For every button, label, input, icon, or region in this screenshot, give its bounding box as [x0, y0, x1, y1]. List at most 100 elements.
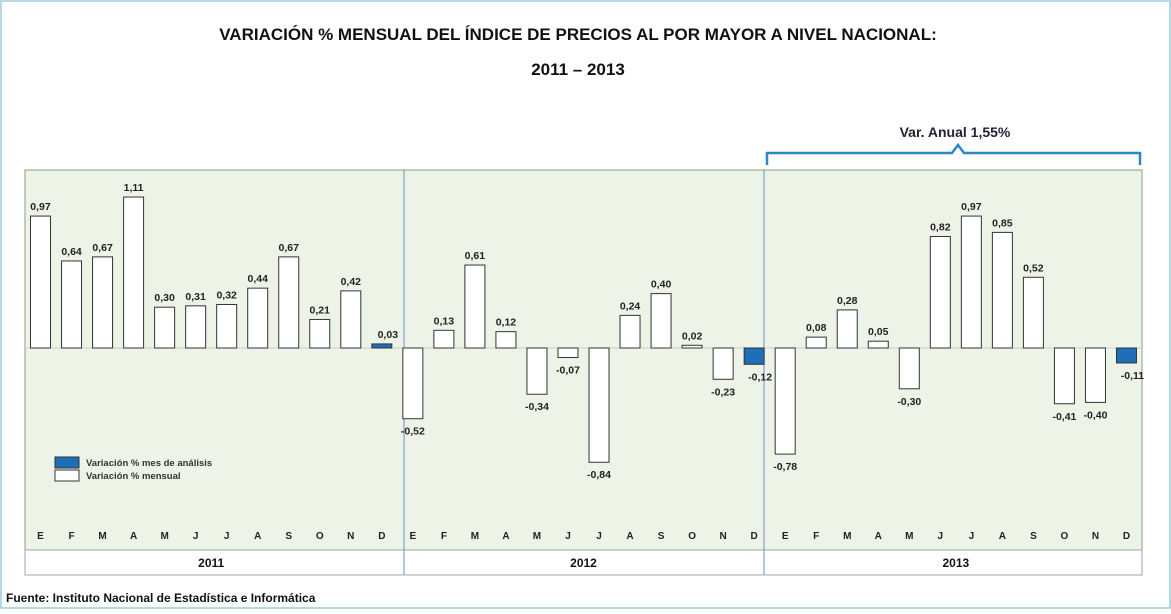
value-label: -0,41 — [1052, 411, 1076, 423]
bar — [867, 340, 889, 349]
value-label: 0,02 — [682, 330, 703, 342]
value-label: 0,40 — [651, 279, 672, 291]
legend-swatch — [54, 469, 80, 482]
bar — [1084, 347, 1106, 403]
plot-area — [24, 169, 1143, 551]
legend-swatch — [54, 456, 80, 469]
value-label: 0,82 — [930, 221, 951, 233]
bracket — [765, 142, 1142, 165]
bar — [526, 347, 548, 395]
x-tick-label: A — [875, 531, 882, 542]
value-label: -0,52 — [401, 426, 425, 438]
value-label: 0,21 — [310, 304, 331, 316]
value-label: 0,52 — [1023, 262, 1044, 274]
year-label: 2012 — [570, 556, 597, 570]
x-tick-label: D — [378, 531, 385, 542]
bar — [805, 336, 827, 349]
value-label: 1,11 — [124, 182, 144, 194]
bar — [557, 347, 579, 359]
value-label: 0,61 — [465, 250, 486, 262]
value-label: -0,11 — [1121, 370, 1145, 382]
bar — [278, 256, 300, 349]
x-tick-label: E — [37, 531, 44, 542]
bar — [185, 305, 207, 349]
x-tick-label: A — [130, 531, 137, 542]
x-tick-label: A — [502, 531, 509, 542]
x-tick-label: J — [969, 531, 975, 542]
bar — [340, 290, 362, 349]
bar — [216, 303, 238, 349]
x-tick-label: O — [316, 531, 324, 542]
chart-subtitle: 2011 – 2013 — [531, 60, 625, 79]
bar — [402, 347, 424, 420]
x-tick-label: O — [688, 531, 696, 542]
x-tick-label: S — [658, 531, 665, 542]
bar — [495, 331, 517, 349]
value-label: 0,13 — [434, 315, 455, 327]
year-band — [24, 549, 1143, 576]
chart-title: VARIACIÓN % MENSUAL DEL ÍNDICE DE PRECIO… — [219, 25, 937, 44]
x-tick-label: N — [720, 531, 727, 542]
value-label: 0,03 — [378, 329, 399, 341]
x-tick-label: N — [1092, 531, 1099, 542]
value-label: 0,67 — [92, 242, 113, 254]
x-tick-label: E — [410, 531, 417, 542]
x-tick-label: N — [347, 531, 354, 542]
x-tick-label: J — [938, 531, 944, 542]
x-tick-label: F — [813, 531, 819, 542]
bar — [433, 329, 455, 349]
value-label: 0,85 — [992, 217, 1013, 229]
x-tick-label: M — [160, 531, 168, 542]
x-tick-label: M — [471, 531, 479, 542]
x-tick-label: A — [999, 531, 1006, 542]
bar — [309, 318, 331, 349]
value-label: -0,84 — [587, 469, 611, 481]
x-tick-label: J — [193, 531, 199, 542]
bar — [929, 235, 951, 349]
value-label: 0,24 — [620, 300, 641, 312]
x-tick-label: J — [224, 531, 230, 542]
bar — [1053, 347, 1075, 405]
legend-label: Variación % mensual — [86, 471, 181, 482]
value-label: 0,12 — [496, 317, 517, 329]
value-label: -0,07 — [556, 365, 580, 377]
bar — [588, 347, 610, 463]
value-label: 0,32 — [216, 289, 237, 301]
x-tick-label: D — [1123, 531, 1130, 542]
bar — [743, 347, 765, 365]
value-label: -0,34 — [525, 401, 549, 413]
value-label: 0,30 — [154, 292, 175, 304]
x-tick-label: O — [1061, 531, 1069, 542]
value-label: 0,97 — [30, 201, 51, 213]
value-label: 0,42 — [341, 276, 362, 288]
value-label: 0,08 — [806, 322, 827, 334]
value-label: 0,44 — [247, 273, 268, 285]
bar — [991, 231, 1013, 349]
x-tick-label: M — [533, 531, 541, 542]
x-tick-label: A — [626, 531, 633, 542]
value-label: -0,78 — [773, 461, 797, 473]
year-label: 2011 — [198, 556, 224, 570]
bar — [836, 309, 858, 349]
x-tick-label: D — [751, 531, 758, 542]
value-label: -0,40 — [1083, 409, 1107, 421]
bar — [30, 215, 52, 349]
bar — [464, 264, 486, 349]
x-tick-label: M — [843, 531, 851, 542]
x-tick-label: F — [441, 531, 447, 542]
x-tick-label: E — [782, 531, 789, 542]
annotation: Var. Anual 1,55% — [900, 124, 1011, 140]
value-label: 0,64 — [61, 246, 82, 258]
bar — [1022, 276, 1044, 349]
value-label: -0,23 — [711, 386, 735, 398]
x-tick-label: M — [905, 531, 913, 542]
bar — [123, 196, 145, 349]
bar — [619, 314, 641, 349]
legend-label: Variación % mes de análisis — [86, 458, 212, 469]
bar — [681, 344, 703, 349]
x-tick-label: J — [565, 531, 571, 542]
bar — [1115, 347, 1137, 364]
x-tick-label: A — [254, 531, 261, 542]
bar — [712, 347, 734, 380]
